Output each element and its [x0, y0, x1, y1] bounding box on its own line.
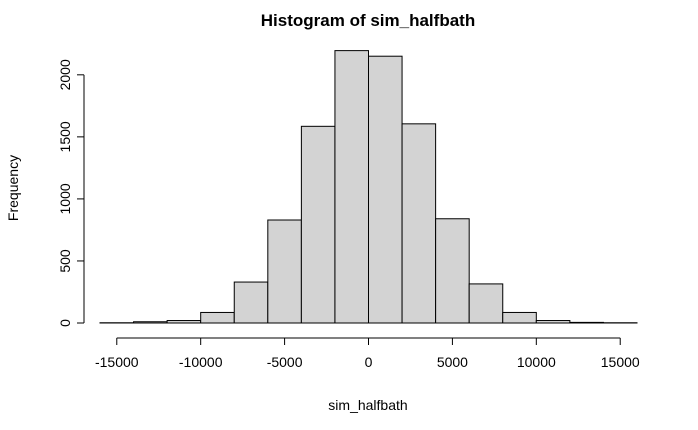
histogram-bar [200, 311, 235, 324]
histogram-bar [401, 123, 437, 324]
histogram-bar [166, 320, 202, 324]
x-tick-label: 10000 [517, 354, 556, 370]
x-axis: -15000 -10000 -5000 0 5000 10000 15000 [95, 337, 640, 370]
histogram-bar [368, 55, 403, 324]
x-tick-label: 15000 [601, 354, 640, 370]
histogram-bar [468, 283, 504, 324]
chart-title: Histogram of sim_halfbath [261, 11, 475, 30]
x-tick-label: 5000 [437, 354, 468, 370]
x-tick-label: 0 [365, 354, 373, 370]
x-axis-label: sim_halfbath [328, 397, 407, 413]
y-axis-label: Frequency [5, 155, 21, 221]
y-axis: 0 500 1000 1500 2000 [57, 59, 85, 327]
histogram-bar [300, 125, 336, 324]
histogram-bar [569, 321, 604, 324]
y-tick-label: 0 [57, 319, 73, 327]
histogram-bar [502, 311, 537, 324]
histogram-bar [535, 320, 571, 324]
y-tick-label: 1500 [57, 121, 73, 152]
histogram-bar [133, 321, 168, 324]
histogram-bar [334, 50, 369, 324]
bars-group [99, 50, 638, 324]
histogram-bar [435, 218, 470, 324]
y-tick-label: 500 [57, 249, 73, 273]
x-tick-label: -5000 [267, 354, 303, 370]
x-tick-label: -10000 [179, 354, 223, 370]
histogram-bar [267, 219, 302, 324]
x-tick-label: -15000 [95, 354, 139, 370]
histogram-bar [233, 281, 269, 324]
y-tick-label: 2000 [57, 59, 73, 90]
y-tick-label: 1000 [57, 183, 73, 214]
